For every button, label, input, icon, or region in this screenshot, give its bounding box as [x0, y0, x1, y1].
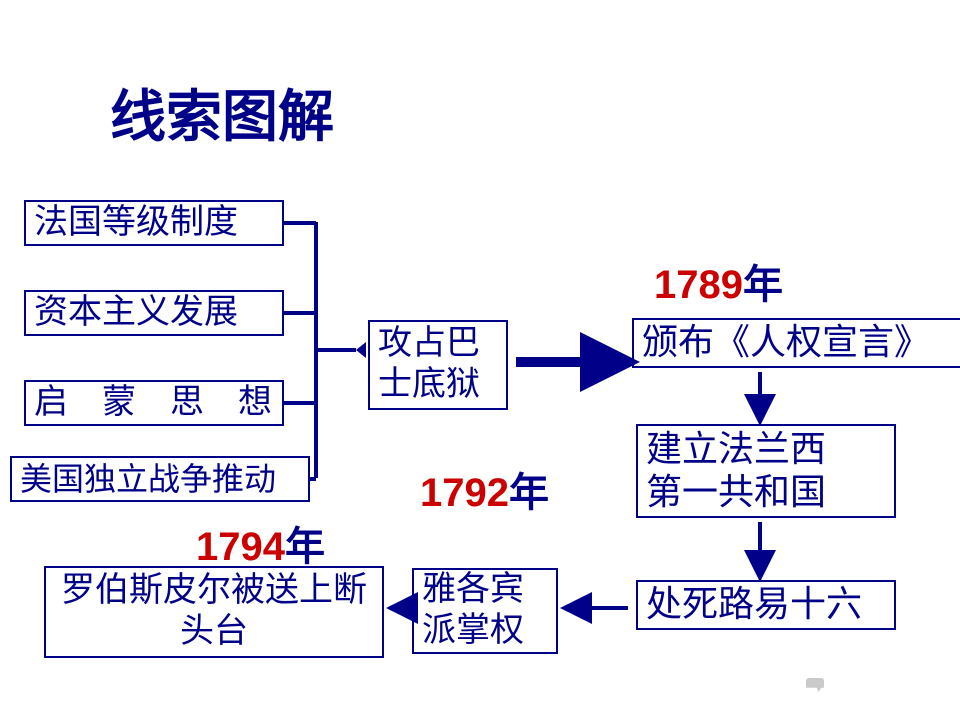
box-event-robespierre: 罗伯斯皮尔被送上断头台	[44, 566, 384, 658]
label: 颁布《人权宣言》	[642, 321, 930, 364]
year-suffix: 年	[743, 262, 783, 307]
box-event-louis-executed: 处死路易十六	[636, 580, 896, 630]
year-suffix: 年	[285, 524, 325, 569]
wechat-icon	[798, 668, 832, 702]
label: 罗伯斯皮尔被送上断头台	[61, 571, 367, 653]
box-cause-capitalism: 资本主义发展	[24, 290, 284, 336]
label: 处死路易十六	[646, 583, 862, 626]
box-cause-estate-system: 法国等级制度	[24, 200, 284, 246]
label: 法国等级制度	[34, 203, 238, 244]
box-event-declaration: 颁布《人权宣言》	[632, 318, 960, 368]
box-cause-enlightenment: 启 蒙 思 想	[24, 380, 284, 426]
label: 启 蒙 思 想	[34, 383, 272, 424]
box-cause-us-independence: 美国独立战争推动	[10, 456, 310, 502]
year-suffix: 年	[509, 470, 549, 515]
year-1794: 1794年	[196, 514, 325, 572]
watermark-text: 历史教育家	[842, 671, 942, 700]
diagram-title: 线索图解	[110, 72, 334, 153]
box-event-jacobins: 雅各宾派掌权	[412, 568, 558, 654]
year-1789: 1789年	[654, 252, 783, 310]
label: 建立法兰西第一共和国	[646, 428, 826, 514]
label: 美国独立战争推动	[20, 460, 276, 498]
year-number: 1789	[654, 263, 743, 307]
label: 攻占巴士底狱	[378, 324, 480, 406]
year-1792: 1792年	[420, 460, 549, 518]
year-number: 1792	[420, 471, 509, 515]
label: 雅各宾派掌权	[422, 570, 524, 652]
box-event-bastille: 攻占巴士底狱	[368, 320, 508, 410]
year-number: 1794	[196, 525, 285, 569]
label: 资本主义发展	[34, 293, 238, 334]
box-event-first-republic: 建立法兰西第一共和国	[636, 424, 896, 518]
watermark: 历史教育家	[798, 668, 942, 702]
